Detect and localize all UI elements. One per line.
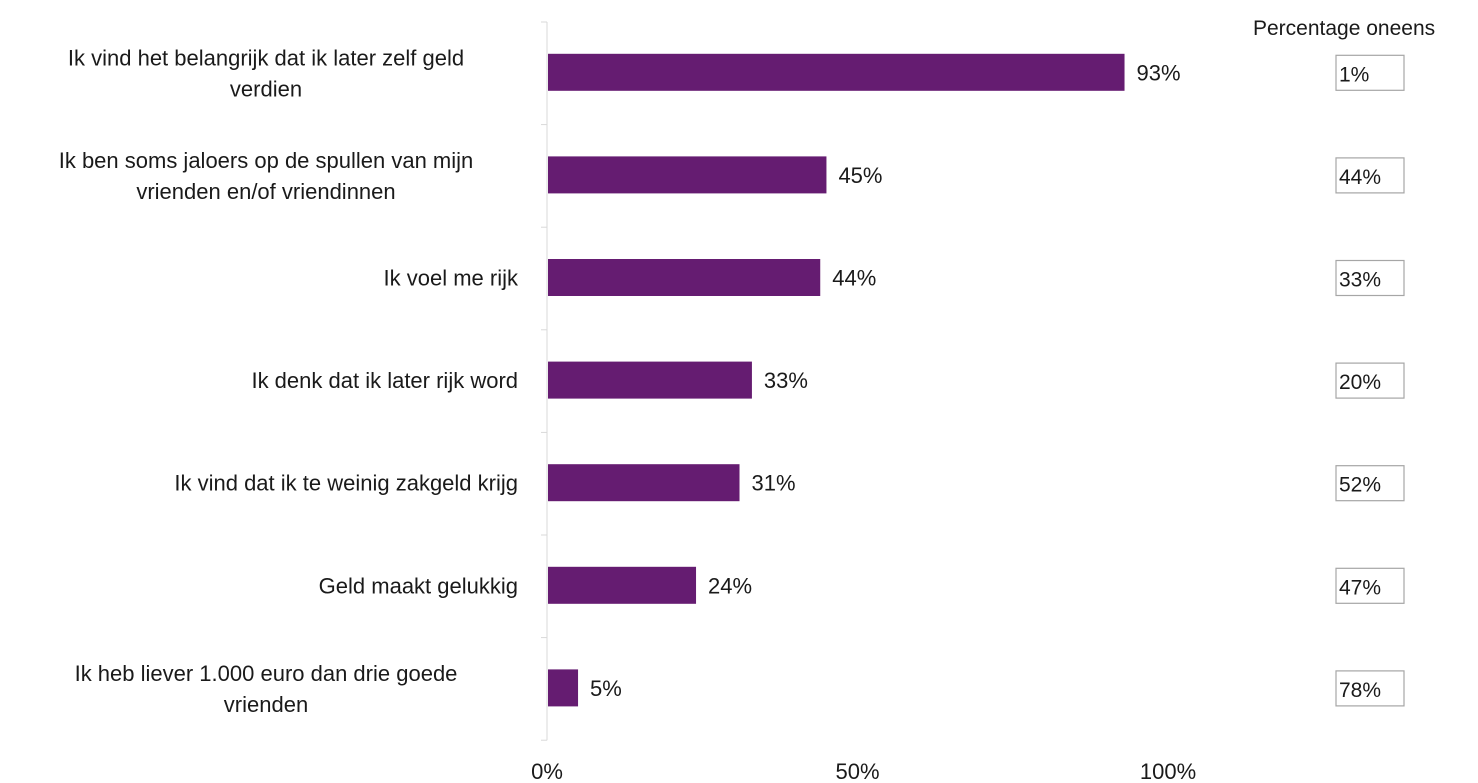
category-label: Ik vind het belangrijk dat ik later zelf… [68, 45, 464, 70]
disagree-panel: Percentage oneens 1% 44% 33% 20% 52% 47% 78% [1253, 17, 1435, 707]
bar-value-label: 31% [752, 471, 796, 496]
category-label: Ik heb liever 1.000 euro dan drie goede [75, 661, 458, 686]
bar [548, 669, 579, 707]
disagree-box [1335, 567, 1405, 604]
x-tick-label: 0% [531, 759, 563, 783]
category-label: verdien [230, 76, 302, 101]
axis-layer: 0% 50% 100% [531, 21, 1196, 783]
category-label: Ik denk dat ik later rijk word [251, 368, 518, 393]
bar-value-label: 24% [708, 573, 752, 598]
disagree-value: 47% [1339, 576, 1381, 599]
category-label: Geld maakt gelukkig [319, 573, 518, 598]
bar [548, 464, 740, 502]
disagree-value: 44% [1339, 166, 1381, 189]
bar-value-label: 45% [838, 163, 882, 188]
disagree-value: 1% [1339, 63, 1369, 86]
disagree-value: 78% [1339, 679, 1381, 702]
bar-value-label: 5% [590, 676, 622, 701]
category-label: Ik ben soms jaloers op de spullen van mi… [59, 148, 474, 173]
disagree-value: 52% [1339, 474, 1381, 497]
disagree-value: 33% [1339, 269, 1381, 292]
disagree-box [1335, 465, 1405, 502]
bar [548, 259, 821, 296]
bars-layer [548, 53, 1125, 707]
bar-value-label: 93% [1137, 60, 1181, 85]
labels-layer: 93% Ik vind het belangrijk dat ik later z… [59, 45, 1181, 717]
category-label: Ik voel me rijk [384, 266, 519, 291]
x-tick-label: 100% [1140, 759, 1196, 783]
disagree-box [1335, 362, 1405, 399]
bar-value-label: 33% [764, 368, 808, 393]
disagree-title: Percentage oneens [1253, 17, 1435, 40]
disagree-value: 20% [1339, 371, 1381, 394]
disagree-box [1335, 157, 1405, 194]
disagree-box [1335, 670, 1405, 707]
disagree-box [1335, 54, 1405, 91]
category-label: vrienden [224, 692, 308, 717]
category-label: Ik vind dat ik te weinig zakgeld krijg [174, 471, 518, 496]
disagree-box [1335, 259, 1405, 297]
bar [548, 156, 827, 194]
bar [548, 566, 697, 604]
bar [548, 53, 1125, 91]
x-tick-label: 50% [835, 759, 879, 783]
bar [548, 361, 752, 399]
category-label: vrienden en/of vriendinnen [136, 179, 395, 204]
bar-value-label: 44% [832, 266, 876, 291]
